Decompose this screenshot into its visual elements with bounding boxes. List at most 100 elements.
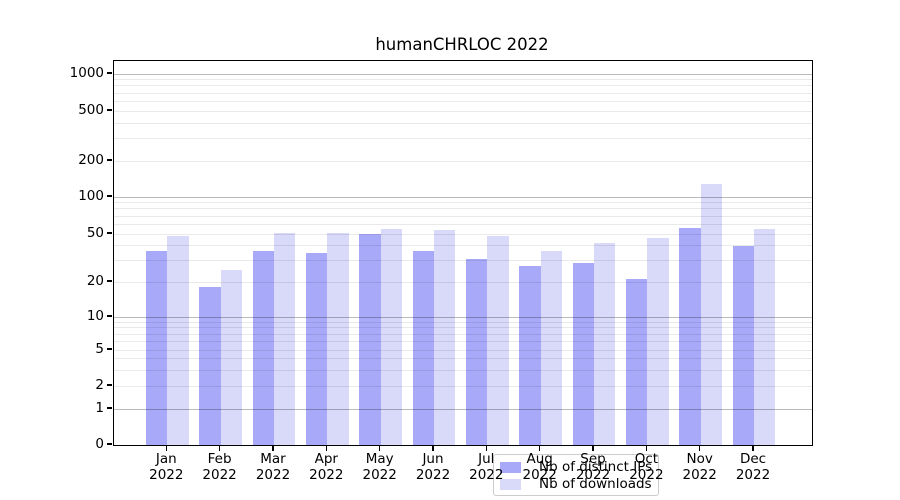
bar-downloads-aug [540, 251, 562, 445]
bar-ips-apr [306, 252, 328, 445]
x-tick-label-sep: Sep 2022 [575, 451, 611, 483]
gridline-minor-800 [114, 85, 812, 87]
bar-downloads-jan [167, 236, 189, 445]
bar-ips-jun [412, 251, 434, 445]
chart-title: humanCHRLOC 2022 [375, 35, 549, 54]
gridline-major-100 [114, 196, 812, 198]
legend: Nb of distinct IPs Nb of downloads [493, 454, 659, 496]
gridline-minor-20 [114, 281, 812, 283]
bar-downloads-sep [594, 243, 616, 445]
y-tick-mark-50 [106, 232, 112, 234]
bar-ips-jan [146, 251, 168, 445]
gridline-minor-4 [114, 358, 812, 360]
plot-area: Nb of distinct IPs Nb of downloads [113, 60, 813, 496]
y-tick-label-1: 1 [95, 400, 104, 416]
x-tick-label-may: May 2022 [362, 451, 397, 483]
bar-ips-jul [466, 259, 488, 445]
y-tick-label-10: 10 [86, 308, 104, 324]
legend-swatch-distinct-ips [500, 462, 521, 473]
bar-downloads-mar [274, 232, 296, 445]
gridline-major-10 [114, 316, 812, 318]
gridline-minor-700 [114, 92, 812, 94]
legend-item-downloads: Nb of downloads [494, 476, 658, 493]
gridline-minor-200 [114, 160, 812, 162]
y-tick-mark-500 [106, 109, 112, 111]
bar-ips-sep [572, 262, 594, 445]
bars-layer [114, 61, 812, 445]
x-tick-mark-aug [539, 445, 541, 451]
x-tick-mark-may [379, 445, 381, 451]
x-tick-mark-sep [592, 445, 594, 451]
y-tick-mark-20 [106, 280, 112, 282]
gridline-minor-900 [114, 79, 812, 81]
gridline-minor-80 [114, 208, 812, 210]
x-tick-label-aug: Aug 2022 [522, 451, 557, 483]
y-tick-label-0: 0 [95, 436, 104, 452]
legend-label-distinct-ips: Nb of distinct IPs [539, 459, 653, 475]
bar-ips-oct [626, 279, 648, 445]
y-tick-label-20: 20 [86, 273, 104, 289]
bar-downloads-nov [700, 183, 722, 445]
gridline-minor-6 [114, 340, 812, 342]
x-tick-label-oct: Oct 2022 [629, 451, 664, 483]
bar-downloads-jul [487, 236, 509, 445]
bar-ips-aug [519, 266, 541, 445]
bar-ips-may [359, 234, 381, 445]
gridline-minor-7 [114, 333, 812, 335]
x-tick-label-jun: Jun 2022 [415, 451, 451, 483]
x-tick-label-jan: Jan 2022 [149, 451, 184, 483]
x-tick-label-apr: Apr 2022 [309, 451, 344, 483]
gridline-minor-400 [114, 122, 812, 124]
y-tick-mark-1 [106, 407, 112, 409]
y-tick-label-100: 100 [78, 188, 104, 204]
gridline-minor-40 [114, 245, 812, 247]
gridline-major-1 [114, 408, 812, 410]
y-tick-mark-5 [106, 348, 112, 350]
gridline-minor-8 [114, 327, 812, 329]
gridline-minor-5 [114, 349, 812, 351]
bar-ips-mar [252, 251, 274, 445]
x-tick-label-jul: Jul 2022 [469, 451, 504, 483]
gridline-minor-500 [114, 110, 812, 112]
x-tick-label-mar: Mar 2022 [255, 451, 291, 483]
gridline-minor-90 [114, 202, 812, 204]
y-tick-mark-10 [106, 315, 112, 317]
legend-label-downloads: Nb of downloads [539, 476, 652, 492]
x-tick-label-nov: Nov 2022 [682, 451, 717, 483]
gridline-minor-600 [114, 100, 812, 102]
bar-downloads-feb [220, 270, 242, 445]
gridline-minor-2 [114, 385, 812, 387]
x-tick-mark-feb [219, 445, 221, 451]
y-tick-label-5: 5 [95, 341, 104, 357]
gridline-minor-300 [114, 138, 812, 140]
gridline-minor-30 [114, 260, 812, 262]
gridline-minor-9 [114, 321, 812, 323]
x-tick-mark-dec [752, 445, 754, 451]
y-tick-label-50: 50 [86, 225, 104, 241]
x-tick-mark-jan [165, 445, 167, 451]
bar-downloads-oct [647, 238, 669, 445]
gridline-minor-60 [114, 223, 812, 225]
legend-swatch-downloads [500, 479, 521, 490]
y-tick-mark-200 [106, 159, 112, 161]
y-tick-mark-100 [106, 195, 112, 197]
x-tick-label-feb: Feb 2022 [202, 451, 237, 483]
bar-downloads-jun [434, 229, 456, 445]
x-tick-mark-apr [325, 445, 327, 451]
y-tick-label-2: 2 [95, 377, 104, 393]
x-tick-mark-oct [645, 445, 647, 451]
x-tick-mark-jul [485, 445, 487, 451]
y-tick-label-1000: 1000 [69, 65, 104, 81]
y-tick-label-500: 500 [78, 102, 104, 118]
x-tick-mark-jun [432, 445, 434, 451]
gridline-major-1000 [114, 73, 812, 75]
gridline-minor-70 [114, 215, 812, 217]
x-tick-mark-mar [272, 445, 274, 451]
gridline-minor-3 [114, 369, 812, 371]
bar-ips-nov [679, 228, 701, 445]
y-tick-label-200: 200 [78, 152, 104, 168]
x-tick-mark-nov [699, 445, 701, 451]
bar-downloads-dec [754, 228, 776, 445]
bar-ips-dec [732, 245, 754, 445]
